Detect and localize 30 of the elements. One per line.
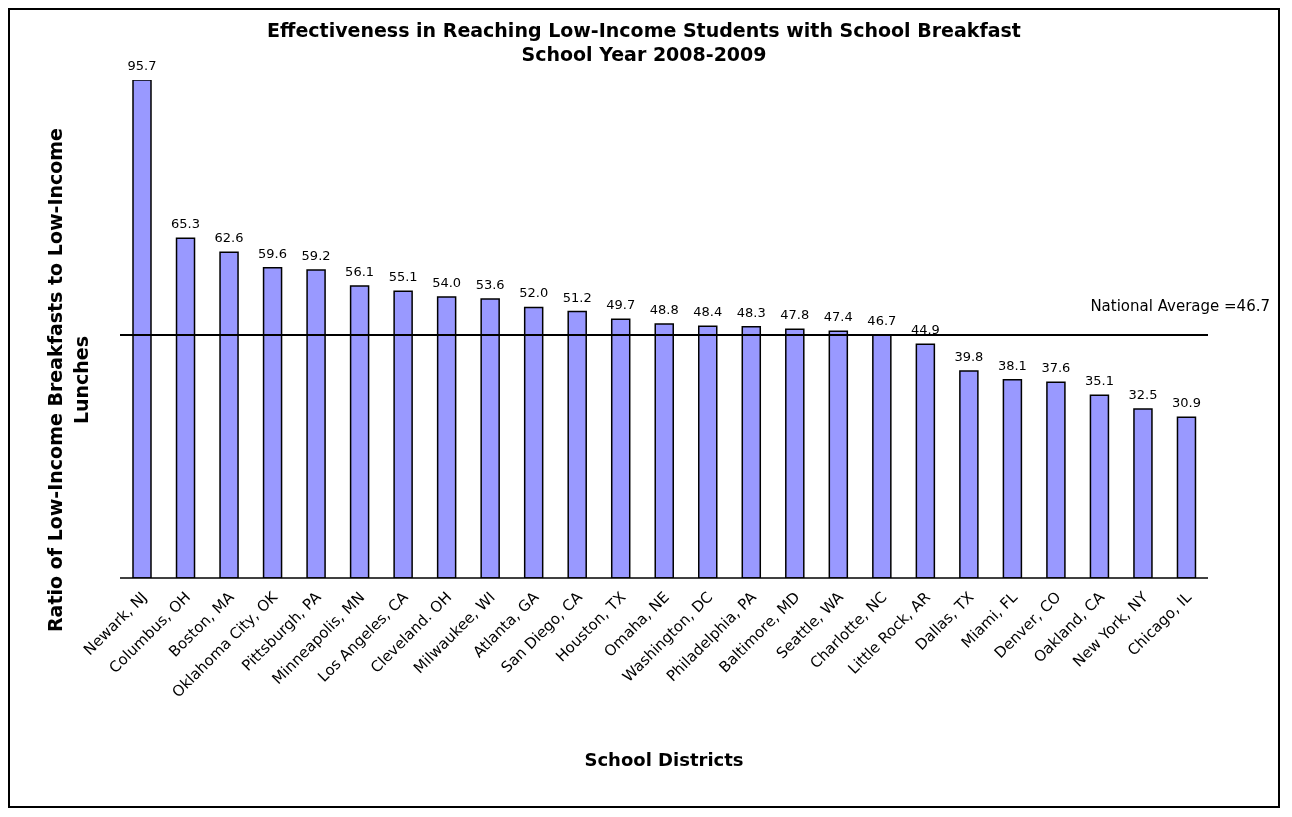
y-axis-title: Ratio of Low-Income Breakfasts to Low-Income Lunches [44,128,92,632]
data-label: 37.6 [1041,360,1071,376]
data-label: 47.4 [823,309,853,325]
data-label: 55.1 [388,269,418,285]
data-label: 35.1 [1084,373,1114,389]
data-label: 48.8 [649,302,679,318]
data-label: 59.6 [258,245,288,261]
x-axis-title: School Districts [584,749,744,770]
chart-title: Effectiveness in Reaching Low-Income Students with School Breakfast [266,18,1022,42]
data-label: 53.6 [475,277,505,293]
data-label: 52.0 [519,285,549,301]
data-label: 95.7 [127,58,157,73]
ref-line-label: National Average =46.7 [1090,296,1270,315]
data-label: 48.4 [693,304,723,320]
data-label: 49.7 [606,297,636,313]
data-label: 46.7 [867,312,897,328]
data-label: 54.0 [432,275,462,290]
data-label: 59.2 [301,247,331,263]
data-label: 47.8 [780,307,810,323]
data-label: 48.3 [736,304,766,320]
data-label: 51.2 [562,289,592,305]
data-label: 65.3 [171,216,200,232]
data-label: 30.9 [1172,395,1201,411]
data-label: 38.1 [997,357,1027,373]
chart-subtitle: School Year 2008-2009 [521,43,767,65]
data-label: 44.9 [910,322,940,338]
data-label: 39.8 [954,348,984,364]
data-label: 56.1 [345,264,375,280]
data-label: 32.5 [1128,386,1158,402]
data-label: 62.6 [214,230,244,246]
